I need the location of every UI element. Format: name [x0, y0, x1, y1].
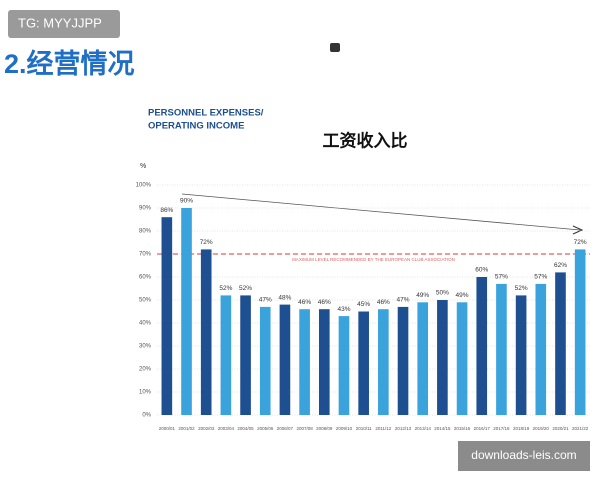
bar [496, 283, 507, 415]
bar [200, 249, 212, 415]
x-tick-label: 2017/18 [493, 426, 510, 431]
watermark: downloads-leis.com [471, 448, 576, 462]
y-tick-label: 50% [139, 298, 152, 304]
value-label: 46% [318, 299, 331, 306]
x-tick-label: 2006/07 [277, 426, 294, 431]
value-label: 86% [160, 207, 173, 214]
bar [456, 302, 468, 415]
bar [417, 302, 429, 415]
x-tick-label: 2019/20 [533, 426, 550, 431]
y-tick-label: 40% [139, 321, 152, 327]
value-label: 52% [515, 285, 528, 292]
badge-bg [8, 10, 120, 38]
watermark-bg [458, 441, 590, 471]
bar [318, 309, 330, 415]
bar [161, 217, 173, 415]
x-tick-label: 2007/08 [296, 426, 313, 431]
x-tick-label: 2004/05 [237, 426, 254, 431]
value-label: 57% [495, 274, 508, 281]
value-label: 60% [475, 267, 488, 274]
y-tick-label: 70% [139, 252, 152, 258]
value-label: 46% [377, 299, 390, 306]
x-tick-label: 2021/22 [572, 426, 589, 431]
y-label-line: OPERATING INCOME [148, 121, 244, 132]
value-label: 47% [397, 297, 410, 304]
x-tick-label: 2020/21 [552, 426, 569, 431]
x-tick-label: 2014/15 [434, 426, 451, 431]
y-label-line: PERSONNEL EXPENSES/ [148, 108, 264, 119]
x-tick-label: 2000/01 [159, 426, 176, 431]
y-tick-label: 90% [139, 206, 152, 212]
x-tick-label: 2003/04 [218, 426, 235, 431]
reference-label: MAXIMUM LEVEL RECOMMENDED BY THE EUROPEA… [292, 257, 455, 262]
x-tick-label: 2016/17 [474, 426, 491, 431]
y-tick-label: 30% [139, 344, 152, 350]
bar [358, 311, 369, 415]
bar [181, 208, 192, 415]
value-label: 47% [259, 297, 272, 304]
arrow-head [572, 225, 584, 235]
value-label: 49% [456, 292, 469, 299]
value-label: 52% [219, 285, 232, 292]
bar [240, 295, 251, 415]
value-label: 72% [574, 239, 587, 246]
bar [437, 300, 448, 415]
y-tick-label: 20% [139, 367, 152, 373]
bar [476, 277, 488, 415]
x-tick-label: 2001/02 [178, 426, 195, 431]
y-tick-label: 10% [139, 390, 152, 396]
bar [259, 306, 271, 415]
heading: 2.经营情况 [4, 48, 135, 79]
value-label: 48% [278, 294, 291, 301]
value-label: 46% [298, 299, 311, 306]
icon [330, 43, 340, 52]
x-tick-label: 2018/19 [513, 426, 530, 431]
value-label: 45% [357, 301, 370, 308]
value-label: 72% [200, 239, 213, 246]
bar [574, 249, 586, 415]
value-label: 50% [436, 290, 449, 297]
bar [220, 295, 232, 415]
bar [338, 316, 350, 415]
value-label: 52% [239, 285, 252, 292]
bar [299, 309, 310, 415]
bar [279, 304, 291, 415]
value-label: 57% [534, 274, 547, 281]
plot: 0% 10% 20% 30% 40% 50% 60% 70% 80% 90% 100% MAXIMUM… [136, 183, 590, 431]
x-tick-label: 2011/12 [375, 426, 391, 431]
value-label: 62% [554, 262, 567, 269]
bar [535, 283, 547, 415]
bar [378, 309, 389, 415]
bar [397, 306, 409, 415]
value-label: 43% [337, 306, 350, 313]
y-unit: % [140, 163, 146, 170]
y-tick-label: 0% [142, 413, 151, 419]
trend-arrow [181, 193, 581, 231]
value-label: 49% [416, 292, 429, 299]
badge: TG: MYYJJPP [18, 15, 102, 30]
x-tick-label: 2009/10 [336, 426, 353, 431]
bar [555, 272, 566, 415]
x-tick-label: 2013/14 [415, 426, 432, 431]
x-tick-label: 2008/09 [316, 426, 333, 431]
x-tick-label: 2012/13 [395, 426, 412, 431]
x-tick-label: 2010/11 [356, 426, 372, 431]
y-tick-label: 100% [136, 183, 152, 189]
y-tick-label: 60% [139, 275, 152, 281]
y-tick-label: 80% [139, 229, 152, 235]
bar [515, 295, 527, 415]
x-tick-label: 2002/03 [198, 426, 215, 431]
x-tick-label: 2015/16 [454, 426, 471, 431]
chart-title: 工资收入比 [323, 130, 408, 150]
value-label: 90% [180, 198, 193, 205]
x-tick-label: 2005/06 [257, 426, 274, 431]
